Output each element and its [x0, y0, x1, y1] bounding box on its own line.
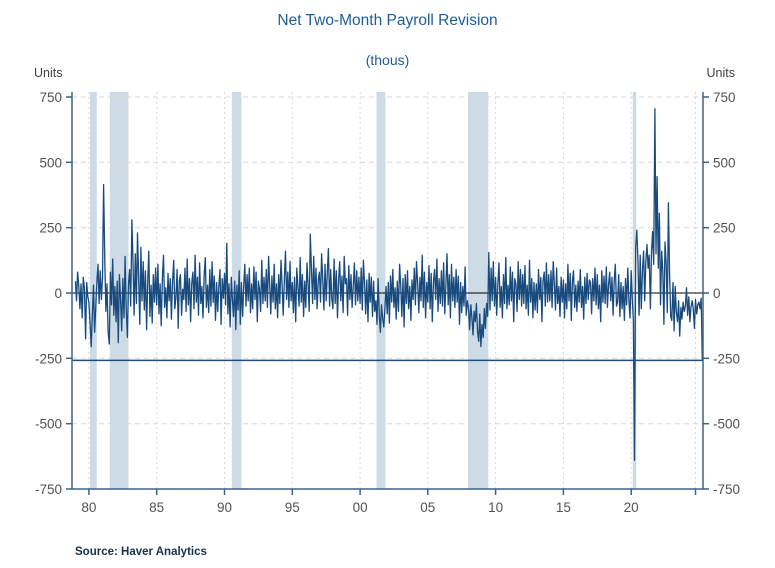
right-y-tick-label: 750	[713, 90, 736, 105]
x-tick-label: 15	[556, 500, 571, 515]
right-y-tick-label: -250	[713, 351, 740, 366]
chart-subtitle: (thous)	[365, 52, 410, 68]
left-y-tick-label: -500	[35, 417, 62, 432]
right-y-tick-label: -500	[713, 417, 740, 432]
left-y-tick-label: 0	[54, 286, 62, 301]
recession-band	[376, 92, 386, 489]
x-tick-label: 10	[488, 500, 503, 515]
left-y-tick-label: 500	[39, 155, 62, 170]
right-y-tick-label: 0	[713, 286, 721, 301]
recession-band	[468, 92, 489, 489]
x-tick-label: 20	[624, 500, 639, 515]
x-tick-label: 85	[149, 500, 164, 515]
right-axis-units-label: Units	[706, 66, 735, 80]
right-y-tick-label: 500	[713, 155, 736, 170]
right-y-tick-label: 250	[713, 221, 736, 236]
payroll-revision-series	[74, 108, 703, 461]
left-axis-units-label: Units	[34, 66, 63, 80]
left-y-tick-label: -750	[35, 482, 62, 497]
right-y-tick-label: -750	[713, 482, 740, 497]
x-tick-label: 95	[285, 500, 300, 515]
left-y-tick-label: 750	[39, 90, 62, 105]
x-tick-label: 00	[353, 500, 368, 515]
x-tick-label: 90	[217, 500, 232, 515]
left-y-tick-label: 250	[39, 221, 62, 236]
chart-title: Net Two-Month Payroll Revision	[277, 12, 498, 29]
x-tick-label: 05	[420, 500, 435, 515]
left-y-tick-label: -250	[35, 351, 62, 366]
recession-band	[632, 92, 637, 489]
source-attribution: Source: Haver Analytics	[75, 546, 207, 558]
x-tick-label: 80	[81, 500, 96, 515]
